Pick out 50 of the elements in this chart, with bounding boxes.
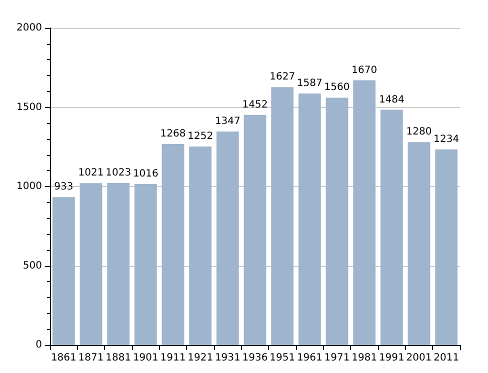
bar <box>162 144 184 345</box>
bar <box>134 184 157 345</box>
bar <box>107 182 130 345</box>
data-label: 1280 <box>406 126 432 138</box>
y-tick-label: 1000 <box>16 181 42 192</box>
data-label: 933 <box>54 182 74 193</box>
data-label: 1252 <box>188 131 214 142</box>
bar <box>298 93 321 345</box>
x-tick-label: 2001 <box>406 352 432 364</box>
x-tick-label: 1871 <box>78 352 104 364</box>
bar <box>52 197 75 345</box>
data-label: 1234 <box>434 134 460 145</box>
data-label: 1484 <box>378 94 404 106</box>
x-tick-label: 1961 <box>296 352 322 364</box>
y-tick-label: 0 <box>36 340 42 350</box>
y-tick-label: 500 <box>22 260 42 272</box>
x-tick-label: 1991 <box>378 352 404 364</box>
x-tick-label: 1901 <box>132 352 158 364</box>
data-label: 1016 <box>132 168 158 180</box>
x-tick-label: 1881 <box>106 352 132 364</box>
x-tick-label: 1911 <box>160 352 186 364</box>
data-label: 1627 <box>270 72 296 83</box>
x-tick-label: 1931 <box>214 352 240 364</box>
data-label: 1268 <box>160 128 186 140</box>
bar <box>271 87 294 345</box>
data-label: 1587 <box>296 78 322 89</box>
y-tick-label: 2000 <box>16 22 42 34</box>
x-tick-label: 1861 <box>50 352 76 364</box>
bar <box>435 149 458 345</box>
x-tick-label: 1921 <box>188 352 214 364</box>
bar <box>189 146 212 345</box>
bar <box>353 80 376 345</box>
bar <box>380 110 403 345</box>
x-tick-label: 1981 <box>352 352 378 364</box>
x-tick-label: 1936 <box>242 352 268 364</box>
data-label: 1452 <box>242 99 268 110</box>
bar <box>326 98 348 345</box>
data-label: 1560 <box>324 82 350 94</box>
bar <box>80 183 102 345</box>
x-tick-label: 1951 <box>270 352 296 364</box>
data-label: 1021 <box>78 168 104 179</box>
x-tick-label: 1971 <box>324 352 350 364</box>
y-tick-label: 1500 <box>16 102 42 113</box>
data-label: 1670 <box>352 64 378 76</box>
data-label: 1347 <box>214 116 240 127</box>
bar <box>408 142 430 345</box>
data-label: 1023 <box>106 167 132 178</box>
bar <box>244 114 266 345</box>
bar <box>216 132 239 345</box>
x-tick-label: 2011 <box>434 352 460 364</box>
